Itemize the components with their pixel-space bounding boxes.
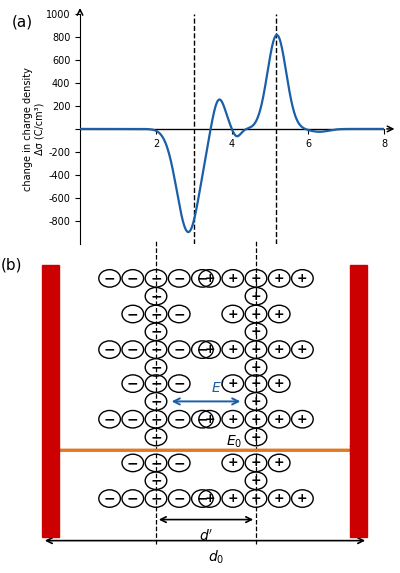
Text: −: −: [173, 307, 185, 321]
Bar: [350, 265, 367, 537]
Text: +: +: [297, 413, 308, 426]
Text: −: −: [150, 343, 162, 356]
Text: −: −: [127, 272, 139, 285]
Text: +: +: [274, 308, 284, 320]
Text: +: +: [251, 308, 261, 320]
Text: +: +: [274, 272, 284, 285]
Text: +: +: [251, 377, 261, 390]
Text: +: +: [228, 377, 238, 390]
Bar: [42, 265, 59, 537]
Text: +: +: [297, 492, 308, 505]
Text: −: −: [127, 376, 139, 391]
Text: +: +: [251, 290, 261, 303]
Text: +: +: [251, 325, 261, 338]
Text: +: +: [228, 343, 238, 356]
Text: −: −: [104, 492, 116, 505]
Text: +: +: [274, 413, 284, 426]
Text: +: +: [274, 492, 284, 505]
Text: +: +: [251, 492, 261, 505]
Text: −: −: [173, 376, 185, 391]
Text: $E'$: $E'$: [211, 380, 225, 395]
Text: +: +: [251, 430, 261, 444]
Text: −: −: [196, 492, 208, 505]
Text: −: −: [104, 343, 116, 356]
Text: −: −: [150, 474, 162, 488]
Text: +: +: [274, 343, 284, 356]
Text: −: −: [150, 272, 162, 285]
Text: −: −: [196, 343, 208, 356]
Text: −: −: [150, 325, 162, 339]
Text: −: −: [127, 412, 139, 426]
Text: +: +: [204, 272, 215, 285]
Text: +: +: [274, 377, 284, 390]
Text: −: −: [173, 272, 185, 285]
Text: −: −: [127, 307, 139, 321]
Text: −: −: [150, 456, 162, 470]
Text: +: +: [297, 272, 308, 285]
Text: $d'$: $d'$: [199, 529, 213, 544]
Text: −: −: [196, 272, 208, 285]
Text: −: −: [127, 343, 139, 356]
Text: −: −: [150, 412, 162, 426]
Text: +: +: [251, 395, 261, 408]
Text: −: −: [127, 492, 139, 505]
Text: +: +: [297, 343, 308, 356]
Text: +: +: [204, 492, 215, 505]
Text: −: −: [150, 394, 162, 409]
Text: −: −: [173, 492, 185, 505]
Y-axis label: change in charge density
Δσ (C/cm³): change in charge density Δσ (C/cm³): [23, 67, 44, 191]
Text: (b): (b): [1, 257, 23, 272]
Text: +: +: [228, 457, 238, 469]
Text: −: −: [150, 360, 162, 374]
Text: +: +: [204, 343, 215, 356]
Text: +: +: [251, 361, 261, 374]
Text: −: −: [196, 412, 208, 426]
Text: +: +: [228, 272, 238, 285]
Text: +: +: [274, 457, 284, 469]
Text: +: +: [228, 413, 238, 426]
Text: +: +: [228, 308, 238, 320]
Text: +: +: [251, 343, 261, 356]
Text: $E_0$: $E_0$: [226, 434, 242, 450]
Text: +: +: [251, 413, 261, 426]
Text: +: +: [251, 474, 261, 487]
Text: −: −: [150, 289, 162, 303]
Text: +: +: [228, 492, 238, 505]
Text: +: +: [251, 457, 261, 469]
Text: −: −: [150, 430, 162, 444]
Text: (a): (a): [12, 14, 33, 29]
Text: −: −: [127, 456, 139, 470]
Text: −: −: [173, 412, 185, 426]
Text: −: −: [104, 412, 116, 426]
Text: −: −: [150, 376, 162, 391]
Text: −: −: [173, 456, 185, 470]
Text: +: +: [204, 413, 215, 426]
Text: −: −: [150, 492, 162, 505]
Text: −: −: [173, 343, 185, 356]
Text: −: −: [150, 307, 162, 321]
Text: $d_0$: $d_0$: [208, 549, 224, 566]
Text: −: −: [104, 272, 116, 285]
Text: +: +: [251, 272, 261, 285]
